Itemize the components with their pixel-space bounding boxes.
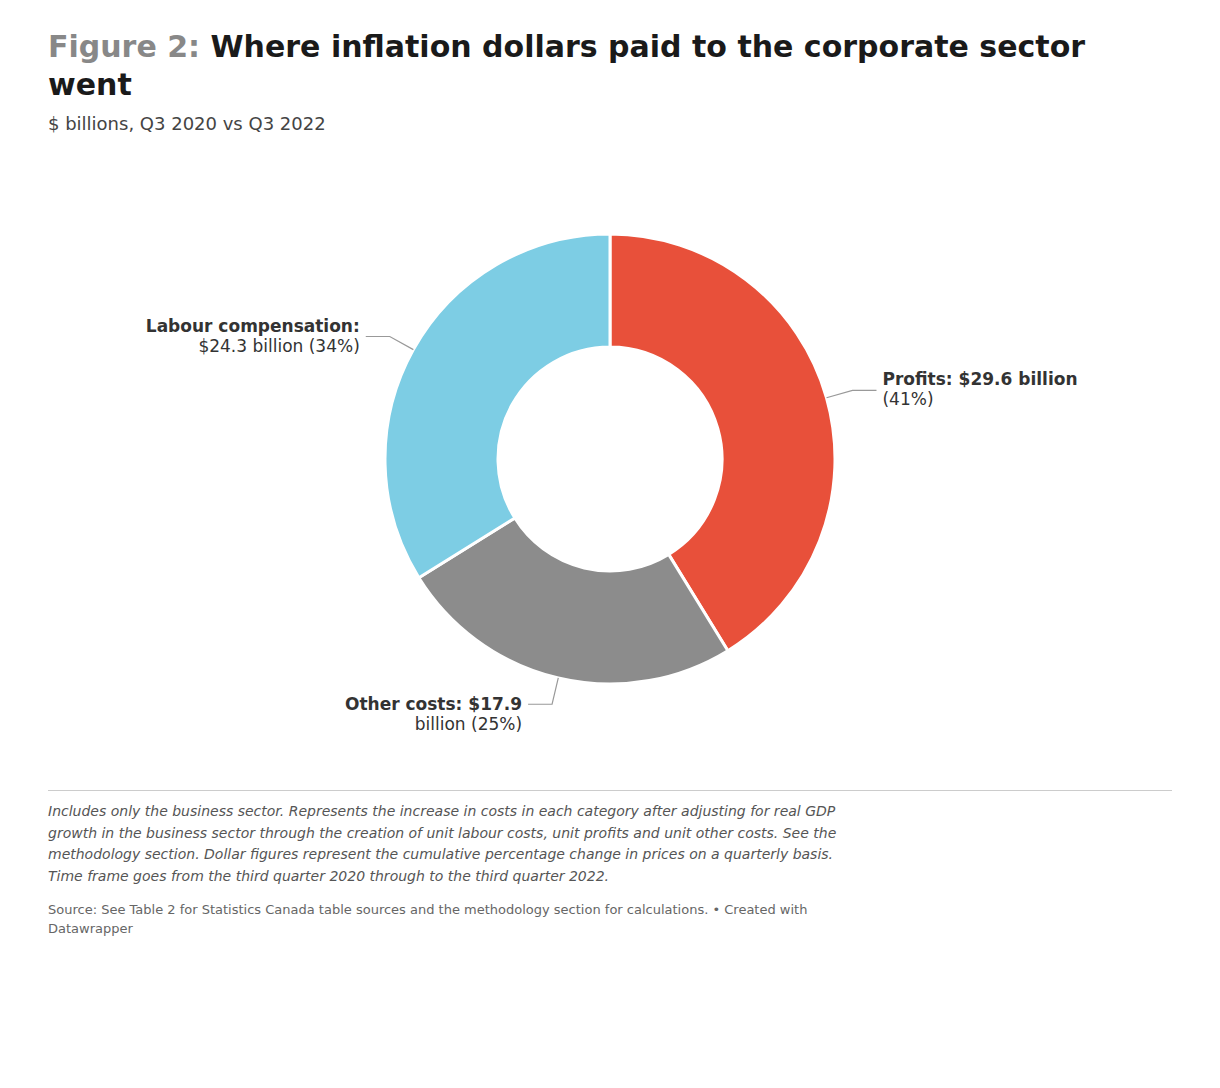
html-text:Includes only the business sec: Includes only the business sector. Repre… [48, 803, 837, 885]
html-text:$ billions, Q3 2020 vs Q3 2022: $ billions, Q3 2020 vs Q3 2022 [48, 113, 326, 134]
svg-text:Labour compensation:$24.3 bill: Labour compensation:$24.3 billion (34%) [146, 316, 360, 356]
html-text:Source: See Table 2 for Statis: Source: See Table 2 for Statistics Canad… [48, 901, 808, 937]
svg-text:Profits: $29.6 billion(41%): Profits: $29.6 billion(41%) [882, 369, 1077, 409]
html-text:Figure 2: Where inflation doll: Figure 2: Where inflation dollars paid t… [48, 29, 1085, 102]
svg-text:Other costs: $17.9billion (25%: Other costs: $17.9billion (25%) [345, 694, 522, 734]
